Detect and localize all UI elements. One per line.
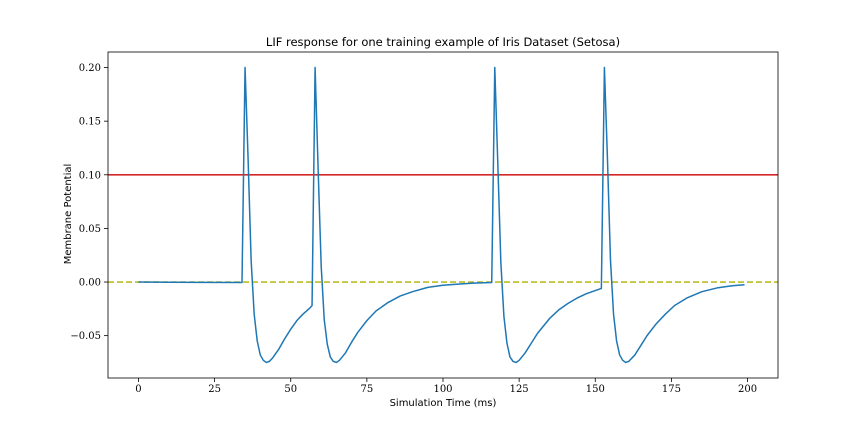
x-tick-label: 150: [586, 384, 605, 395]
membrane-potential-series-line: [138, 66, 745, 364]
y-tick-label: 0.15: [79, 117, 101, 128]
x-tick-label: 200: [738, 384, 757, 395]
y-axis-title: Membrane Potential: [63, 164, 74, 265]
plot-background: [108, 52, 778, 378]
x-tick-label: 50: [284, 384, 297, 395]
plot-area: [108, 52, 778, 378]
x-tick-label: 0: [135, 384, 141, 395]
x-tick-label: 25: [208, 384, 221, 395]
x-axis-title: Simulation Time (ms): [390, 398, 497, 409]
y-tick-label: 0.10: [79, 170, 101, 181]
y-tick-label: −0.05: [70, 331, 101, 342]
x-tick-label: 175: [662, 384, 681, 395]
axes: 0 25 50 75 100 125 150 175 200 −0.05 0.00 0.05 0.10 0…: [70, 51, 779, 395]
y-tick-label: 0.00: [79, 278, 101, 289]
x-tick-label: 75: [360, 384, 373, 395]
x-tick-label: 125: [510, 384, 529, 395]
x-tick-label: 100: [433, 384, 452, 395]
y-tick-label: 0.05: [79, 224, 101, 235]
chart-title: LIF response for one training example of…: [266, 35, 620, 49]
y-tick-label: 0.20: [79, 63, 101, 74]
series-layer: [138, 66, 745, 364]
